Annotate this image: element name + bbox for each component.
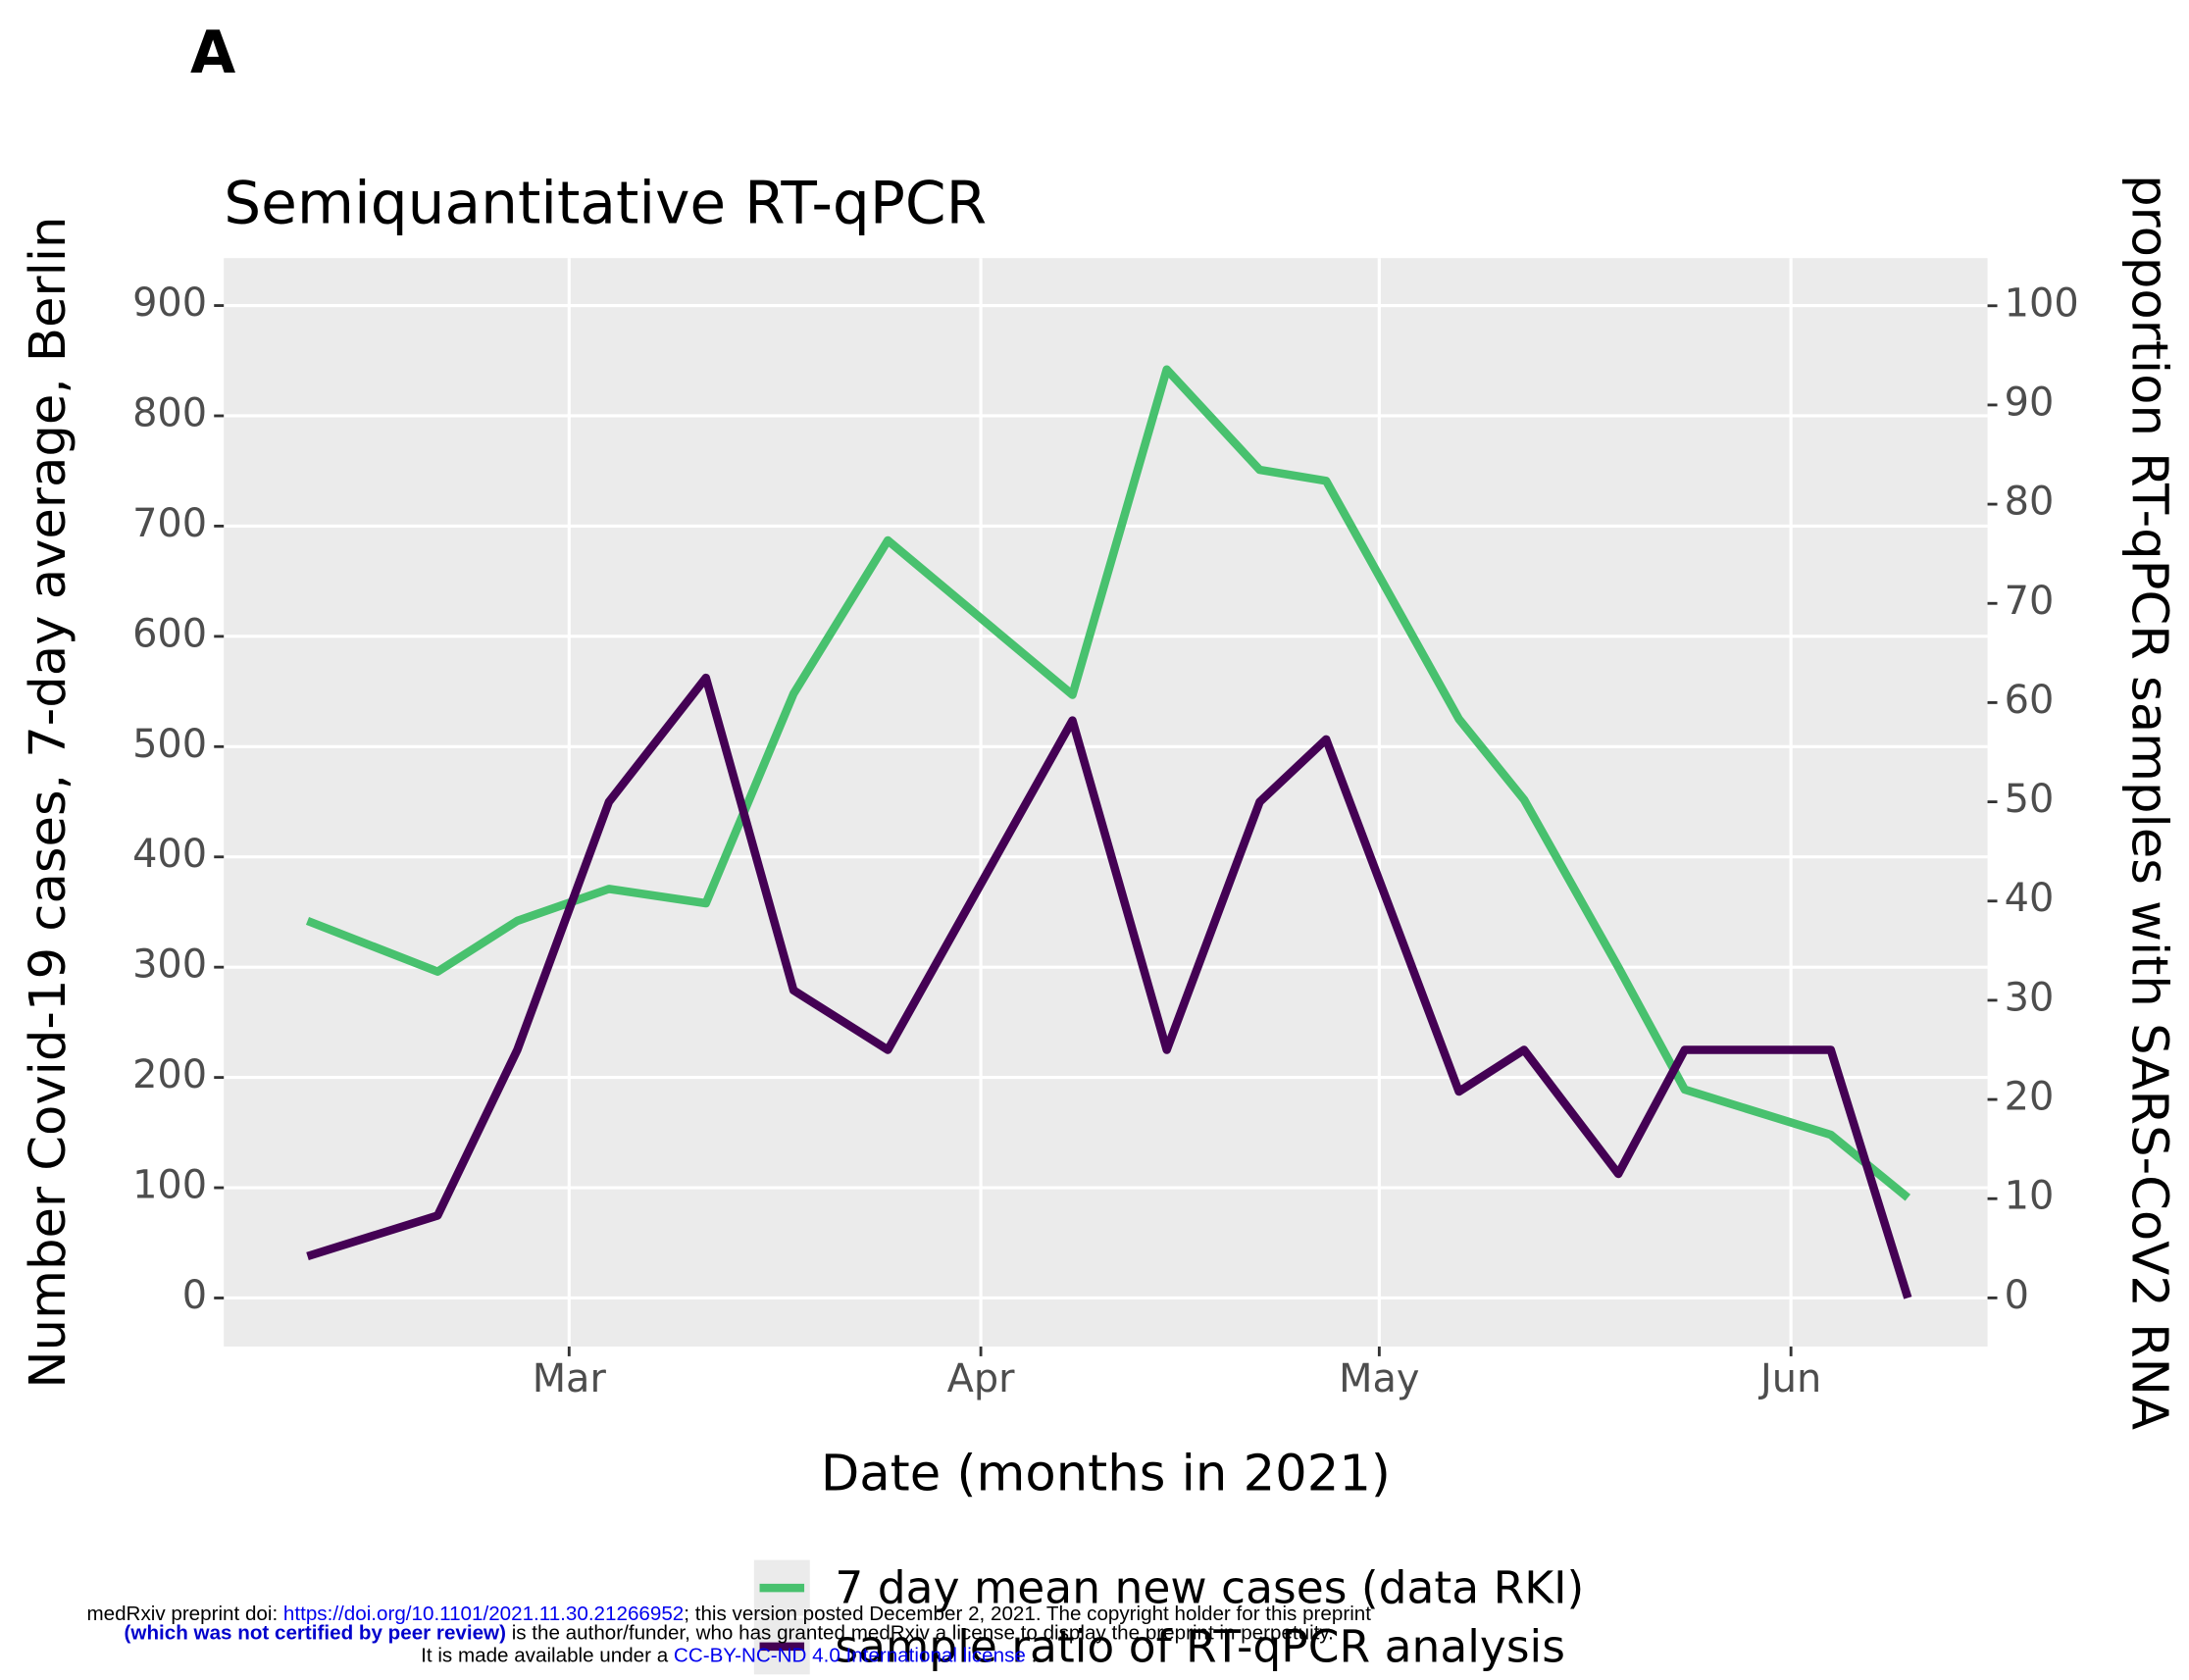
y-tick-label: 600	[132, 611, 207, 656]
legend-label: 7 day mean new cases (data RKI)	[835, 1562, 1584, 1614]
y-tick-label: 300	[132, 942, 207, 988]
y2-tick-label: 100	[2005, 280, 2079, 326]
legend-label: sample ratio of RT-qPCR analysis	[835, 1621, 1565, 1673]
footer-text: is the author/funder, who has granted me…	[506, 1622, 1334, 1645]
legend: 7 day mean new cases (data RKI) sample ra…	[753, 1559, 1584, 1675]
y-axis-title: Number Covid-19 cases, 7-day average, Be…	[19, 216, 77, 1388]
y-tick-label: 100	[132, 1163, 207, 1208]
y2-tick-label: 90	[2005, 380, 2055, 425]
plot-panel	[224, 258, 1988, 1347]
y-tick-label: 700	[132, 501, 207, 546]
y2-tick-label: 20	[2005, 1075, 2055, 1120]
footer-text: It is made available under a	[421, 1645, 674, 1667]
y2-tick-label: 60	[2005, 678, 2055, 723]
footer-note: (which was not certified by peer review)	[125, 1622, 506, 1645]
x-tick-label: Jun	[1757, 1356, 1821, 1401]
y2-tick-label: 40	[2005, 876, 2055, 921]
footer-link[interactable]: CC-BY-NC-ND 4.0 International license	[674, 1645, 1026, 1667]
y2-tick-label: 30	[2005, 975, 2055, 1020]
footer-link[interactable]: https://doi.org/10.1101/2021.11.30.21266…	[283, 1603, 684, 1625]
x-tick-label: Apr	[947, 1356, 1016, 1401]
data-line	[306, 673, 1912, 1299]
y2-tick-label: 10	[2005, 1174, 2055, 1219]
data-line	[305, 365, 1911, 1201]
y-tick-label: 800	[132, 390, 207, 435]
footer-line: (which was not certified by peer review)…	[125, 1622, 1334, 1645]
y-tick-label: 400	[132, 832, 207, 877]
y2-tick-label: 50	[2005, 777, 2055, 822]
y2-tick-label: 0	[2005, 1273, 2029, 1318]
grid	[224, 258, 1988, 1347]
lines	[305, 365, 1912, 1299]
y-tick-label: 500	[132, 722, 207, 767]
y-tick-label: 200	[132, 1052, 207, 1097]
x-tick-label: May	[1339, 1356, 1419, 1401]
panel-label: A	[190, 20, 235, 87]
chart-title: Semiquantitative RT-qPCR	[224, 171, 987, 238]
footer-line: It is made available under a CC-BY-NC-ND…	[421, 1645, 1037, 1667]
y2-tick-label: 70	[2005, 579, 2055, 624]
y2-axis-title: proportion RT-qPCR samples with SARS-CoV…	[2120, 175, 2179, 1430]
footer-text: medRxiv preprint doi:	[86, 1603, 282, 1625]
y-tick-label: 900	[132, 280, 207, 326]
footer-text: .	[1026, 1645, 1037, 1667]
y-tick-label: 0	[182, 1273, 207, 1318]
y2-tick-label: 80	[2005, 480, 2055, 525]
footer-text: ; this version posted December 2, 2021. …	[684, 1603, 1371, 1625]
x-axis-title: Date (months in 2021)	[821, 1445, 1391, 1503]
x-tick-label: Mar	[533, 1356, 607, 1401]
footer-line: medRxiv preprint doi: https://doi.org/10…	[86, 1603, 1371, 1625]
